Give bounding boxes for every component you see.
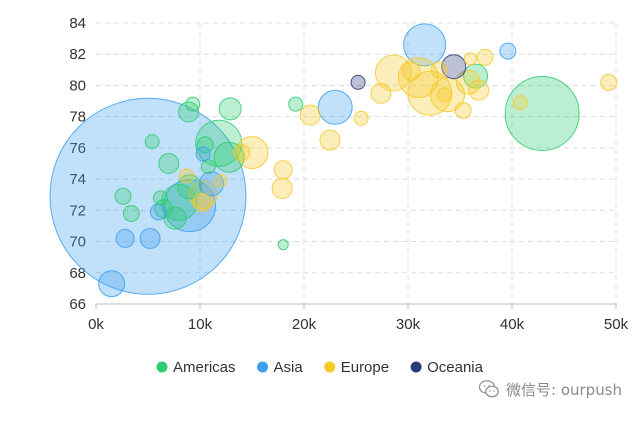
bubble-asia[interactable] bbox=[499, 42, 517, 60]
bubble-americas[interactable] bbox=[200, 159, 216, 175]
bubble-europe[interactable] bbox=[407, 70, 453, 116]
legend-swatch bbox=[257, 361, 269, 373]
legend-swatch bbox=[410, 361, 422, 373]
bubble-europe[interactable] bbox=[454, 101, 472, 119]
x-tick-label: 20k bbox=[292, 316, 317, 333]
bubble-europe[interactable] bbox=[476, 48, 494, 66]
bubble-europe[interactable] bbox=[319, 129, 341, 151]
y-tick-label: 82 bbox=[69, 46, 86, 63]
bubble-asia[interactable] bbox=[115, 228, 135, 248]
bubble-europe[interactable] bbox=[370, 82, 392, 104]
legend[interactable]: Americas Asia Europe Oceania bbox=[156, 359, 484, 376]
legend-item-oceania[interactable]: Oceania bbox=[410, 359, 484, 376]
bubble-europe[interactable] bbox=[401, 61, 421, 81]
bubble-europe[interactable] bbox=[436, 87, 452, 103]
legend-swatch bbox=[156, 361, 168, 373]
bubble-americas[interactable] bbox=[277, 239, 289, 251]
bubble-oceania[interactable] bbox=[350, 74, 366, 90]
y-tick-label: 76 bbox=[69, 140, 86, 157]
legend-label: Americas bbox=[173, 359, 236, 376]
bubble-americas[interactable] bbox=[152, 190, 168, 206]
bubble-americas[interactable] bbox=[195, 119, 243, 167]
bubble-americas[interactable] bbox=[177, 174, 203, 200]
x-tick-label: 50k bbox=[604, 316, 629, 333]
y-tick-label: 66 bbox=[69, 296, 86, 313]
x-tick-label: 40k bbox=[500, 316, 525, 333]
bubble-europe[interactable] bbox=[374, 54, 412, 92]
bubble-americas[interactable] bbox=[160, 184, 198, 222]
bubble-europe[interactable] bbox=[512, 95, 528, 111]
legend-label: Asia bbox=[274, 359, 304, 376]
bubble-asia[interactable] bbox=[98, 270, 126, 298]
bubble-asia[interactable] bbox=[198, 171, 224, 197]
y-tick-label: 78 bbox=[69, 109, 86, 126]
bubble-europe[interactable] bbox=[600, 73, 618, 91]
bubble-americas[interactable] bbox=[185, 96, 201, 112]
bubble-asia[interactable] bbox=[195, 146, 211, 162]
bubble-europe[interactable] bbox=[430, 61, 448, 79]
bubble-oceania[interactable] bbox=[441, 54, 467, 80]
x-tick-label: 0k bbox=[88, 316, 104, 333]
bubble-europe[interactable] bbox=[273, 160, 293, 180]
bubble-layer bbox=[49, 23, 618, 298]
bubble-europe[interactable] bbox=[214, 174, 228, 188]
bubble-americas[interactable] bbox=[158, 153, 180, 174]
bubble-americas[interactable] bbox=[196, 136, 214, 154]
legend-item-asia[interactable]: Asia bbox=[257, 359, 303, 376]
y-tick-label: 74 bbox=[69, 171, 86, 188]
bubble-europe[interactable] bbox=[271, 177, 293, 199]
bubble-americas[interactable] bbox=[504, 76, 580, 152]
legend-item-europe[interactable]: Europe bbox=[324, 359, 389, 376]
wechat-icon bbox=[478, 380, 500, 398]
bubble-europe[interactable] bbox=[178, 168, 194, 184]
legend-label: Europe bbox=[341, 359, 389, 376]
x-tick-label: 10k bbox=[188, 316, 213, 333]
bubble-americas[interactable] bbox=[114, 187, 132, 205]
bubble-europe[interactable] bbox=[455, 69, 481, 95]
watermark-text: 微信号: ourpush bbox=[506, 380, 623, 399]
bubble-asia[interactable] bbox=[317, 89, 353, 125]
bubble-europe[interactable] bbox=[192, 193, 212, 213]
bubble-americas[interactable] bbox=[213, 141, 245, 173]
y-tick-label: 72 bbox=[69, 202, 86, 219]
bubble-europe[interactable] bbox=[233, 144, 251, 162]
bubble-asia[interactable] bbox=[49, 97, 247, 295]
legend-label: Oceania bbox=[427, 359, 484, 376]
bubble-europe[interactable] bbox=[353, 110, 369, 126]
watermark: 微信号: ourpush bbox=[478, 376, 622, 402]
bubble-americas[interactable] bbox=[144, 134, 160, 150]
bubble-europe[interactable] bbox=[430, 77, 466, 113]
x-tick-label: 30k bbox=[396, 316, 421, 333]
bubble-asia[interactable] bbox=[403, 23, 447, 67]
bubble-europe[interactable] bbox=[463, 52, 477, 66]
legend-item-americas[interactable]: Americas bbox=[156, 359, 236, 376]
y-tick-label: 70 bbox=[69, 234, 86, 251]
bubble-europe[interactable] bbox=[468, 79, 490, 101]
bubble-europe[interactable] bbox=[299, 104, 321, 126]
y-tick-label: 84 bbox=[69, 15, 86, 32]
bubble-asia[interactable] bbox=[149, 203, 167, 221]
legend-swatch bbox=[324, 361, 336, 373]
bubble-americas[interactable] bbox=[178, 101, 200, 123]
grid bbox=[96, 22, 617, 304]
bubble-americas[interactable] bbox=[288, 96, 304, 112]
bubble-americas[interactable] bbox=[122, 204, 140, 222]
bubble-americas[interactable] bbox=[218, 97, 242, 121]
bubble-asia[interactable] bbox=[139, 227, 161, 249]
y-tick-label: 80 bbox=[69, 77, 86, 94]
